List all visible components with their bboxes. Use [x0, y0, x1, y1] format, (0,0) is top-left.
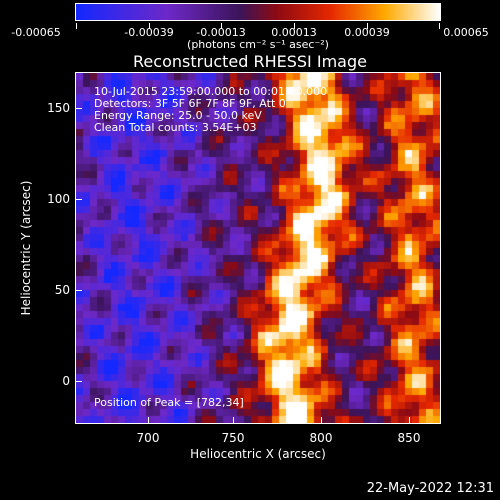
colorbar-tick: -0.00039 [124, 26, 174, 39]
y-tick-label: 0 [62, 374, 70, 388]
timestamp: 22-May-2022 12:31 [366, 481, 494, 496]
colorbar-tick: 0.00039 [344, 26, 390, 39]
y-tick-label: 100 [47, 192, 70, 206]
y-tick-label: 150 [47, 101, 70, 115]
info-peak: Position of Peak = [782,34] [94, 396, 244, 409]
colorbar-unit: (photons cm⁻² s⁻¹ asec⁻²) [187, 38, 329, 51]
rhessi-image [76, 73, 440, 423]
x-tick-label: 700 [136, 431, 160, 445]
info-time: 10-Jul-2015 23:59:00.000 to 00:01:00.000 [94, 85, 328, 98]
info-counts: Clean Total counts: 3.54E+03 [94, 121, 257, 134]
x-axis-label: Heliocentric X (arcsec) [190, 447, 326, 461]
colorbar-tick: 0.00013 [271, 26, 317, 39]
image-plot: 10-Jul-2015 23:59:00.000 to 00:01:00.000… [75, 72, 441, 424]
x-tick-label: 750 [221, 431, 245, 445]
page-title: Reconstructed RHESSI Image [133, 52, 367, 71]
colorbar-tick: -0.00065 [11, 26, 61, 39]
info-energy: Energy Range: 25.0 - 50.0 keV [94, 109, 262, 122]
colorbar-tick: 0.00065 [443, 26, 489, 39]
info-detectors: Detectors: 3F 5F 6F 7F 8F 9F, Att 0 [94, 97, 286, 110]
x-tick-label: 850 [397, 431, 421, 445]
colorbar [75, 3, 441, 21]
x-tick-label: 800 [309, 431, 333, 445]
y-tick-label: 50 [54, 283, 70, 297]
colorbar-tick: -0.00013 [196, 26, 246, 39]
y-axis-label: Heliocentric Y (arcsec) [19, 180, 33, 316]
